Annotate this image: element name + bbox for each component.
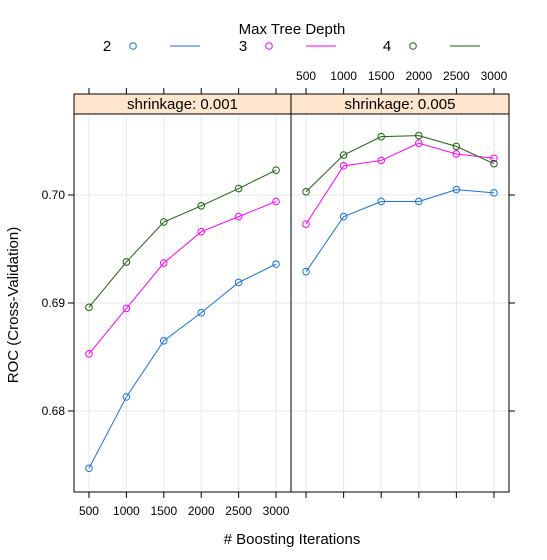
point-3-panel-1-2	[159, 259, 168, 267]
x-tick-label-bottom-3: 2000	[188, 504, 215, 518]
point-2-panel-2-0	[302, 267, 310, 276]
x-tick-label-bottom-4: 2500	[225, 504, 252, 518]
point-4-panel-1-0	[85, 303, 93, 312]
strip-label-1: shrinkage: 0.001	[127, 96, 238, 113]
series-line-2-panel-2	[305, 189, 495, 272]
x-axis-title: # Boosting Iterations	[224, 531, 361, 548]
series-line-3-panel-2	[305, 142, 495, 225]
point-3-panel-1-5	[272, 197, 280, 206]
y-tick-label-1: 0.69	[42, 296, 66, 310]
point-4-panel-2-5	[490, 159, 498, 168]
point-2-panel-1-5	[272, 260, 280, 268]
y-tick-label-2: 0.70	[42, 188, 66, 202]
x-tick-label-top-0: 500	[296, 69, 316, 83]
point-2-panel-1-0	[85, 464, 93, 473]
point-4-panel-2-2	[377, 132, 386, 141]
point-3-panel-2-5	[490, 154, 498, 163]
point-2-panel-1-3	[197, 308, 206, 317]
point-2-panel-2-3	[414, 197, 423, 206]
point-3-panel-2-2	[377, 156, 386, 165]
legend-label-4: 4	[383, 38, 391, 55]
series-line-3-panel-1	[88, 201, 277, 355]
legend-marker-3	[265, 42, 273, 50]
legend: Max Tree Depth 2 3 4	[103, 21, 480, 55]
point-4-panel-2-4	[452, 142, 461, 151]
y-tick-label-0: 0.68	[42, 404, 66, 418]
point-2-panel-1-4	[234, 278, 243, 287]
x-tick-label-top-3: 2000	[405, 69, 432, 83]
point-2-panel-1-2	[159, 337, 168, 345]
point-4-panel-2-0	[302, 187, 310, 196]
point-4-panel-1-3	[197, 202, 206, 210]
x-tick-label-top-2: 1500	[368, 69, 395, 83]
legend-marker-2	[129, 42, 137, 50]
point-2-panel-2-4	[452, 185, 461, 194]
axes: 500 500 1000 1000 1500 1500 2000 2000 2500 2500 30…	[42, 69, 515, 518]
x-tick-label-bottom-0: 500	[79, 504, 99, 518]
y-axis-title: ROC (Cross-Validation)	[5, 227, 22, 383]
point-2-panel-1-1	[122, 393, 131, 401]
point-2-panel-2-5	[490, 189, 498, 197]
x-tick-label-bottom-2: 1500	[150, 504, 177, 518]
point-4-panel-2-3	[414, 131, 423, 140]
point-4-panel-1-5	[272, 166, 280, 174]
point-4-panel-1-4	[234, 184, 243, 193]
point-3-panel-2-4	[452, 150, 461, 158]
x-tick-label-top-5: 3000	[481, 69, 508, 83]
series-line-2-panel-1	[88, 263, 277, 469]
panel-2: shrinkage: 0.005	[290, 93, 510, 493]
point-3-panel-1-3	[197, 227, 206, 236]
legend-label-3: 3	[239, 38, 247, 55]
legend-label-2: 2	[103, 38, 111, 55]
point-3-panel-2-0	[302, 220, 310, 228]
strip-label-2: shrinkage: 0.005	[345, 96, 456, 113]
point-3-panel-1-4	[234, 212, 243, 221]
x-tick-label-bottom-1: 1000	[113, 504, 140, 518]
point-4-panel-1-1	[122, 258, 131, 266]
point-2-panel-2-1	[339, 212, 348, 221]
point-4-panel-1-2	[159, 218, 168, 226]
point-3-panel-1-1	[122, 304, 131, 313]
x-tick-label-top-1: 1000	[330, 69, 357, 83]
x-tick-label-bottom-5: 3000	[263, 504, 290, 518]
point-3-panel-1-0	[85, 349, 93, 358]
panel-1: shrinkage: 0.001	[73, 93, 292, 493]
series-line-4-panel-1	[88, 169, 277, 308]
panels: shrinkage: 0.001 shrinkage: 0.005	[73, 93, 510, 493]
legend-title: Max Tree Depth	[239, 21, 346, 38]
point-4-panel-2-1	[339, 151, 348, 159]
legend-marker-4	[409, 42, 417, 50]
point-3-panel-2-1	[339, 162, 348, 170]
point-3-panel-2-3	[414, 139, 423, 147]
point-2-panel-2-2	[377, 197, 386, 206]
x-tick-label-top-4: 2500	[443, 69, 470, 83]
series-line-4-panel-2	[305, 135, 495, 193]
